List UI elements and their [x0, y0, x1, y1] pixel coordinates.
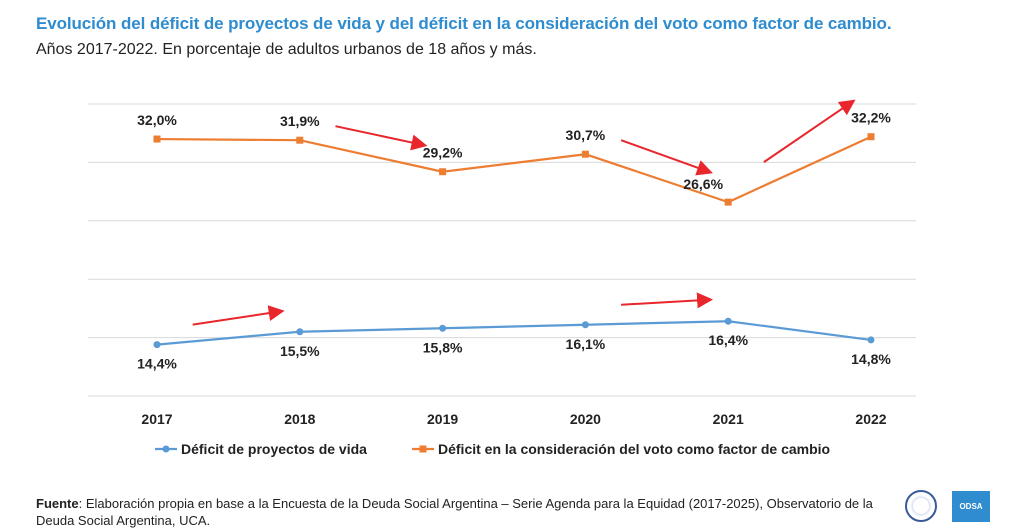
x-tick-2022: 2022 [855, 411, 886, 427]
trend-arrow-1 [335, 125, 428, 151]
chart-subtitle: Años 2017-2022. En porcentaje de adultos… [36, 41, 537, 58]
legend-marker-s1 [162, 445, 170, 453]
data-label-s2-2018: 31,9% [280, 113, 320, 129]
x-tick-2021: 2021 [713, 411, 744, 427]
data-point-s1-2021 [724, 317, 732, 325]
data-label-s1-2022: 14,8% [851, 351, 891, 367]
data-point-s2-2021 [724, 198, 732, 206]
trend-arrow-4 [192, 305, 285, 326]
x-tick-2020: 2020 [570, 411, 601, 427]
source-text: : Elaboración propia en base a la Encues… [36, 496, 873, 528]
source-footnote: Fuente: Elaboración propia en base a la … [36, 495, 896, 529]
data-point-s1-2019 [439, 324, 447, 332]
data-label-s2-2021: 26,6% [683, 176, 723, 192]
legend-label-s2: Déficit en la consideración del voto com… [438, 441, 830, 457]
x-tick-2017: 2017 [141, 411, 172, 427]
data-label-s2-2019: 29,2% [423, 145, 463, 161]
data-point-s1-2022 [867, 336, 875, 344]
data-label-s2-2017: 32,0% [137, 112, 177, 128]
trend-arrow-5 [621, 292, 714, 309]
data-point-s1-2020 [581, 321, 589, 329]
series-line-1 [156, 320, 872, 346]
x-tick-2018: 2018 [284, 411, 315, 427]
chart-canvas: 14,4% 15,5% 15,8% 16,1% 16,4% 14,8% 32,0% 31,9%… [88, 99, 916, 457]
data-point-s1-2017 [153, 341, 161, 349]
data-label-s2-2020: 30,7% [566, 127, 606, 143]
legend-label-s1: Déficit de proyectos de vida [181, 441, 367, 457]
data-point-s2-2019 [439, 168, 447, 176]
chart-title: Evolución del déficit de proyectos de vi… [36, 14, 892, 33]
odsa-logo: ODSA [952, 491, 990, 522]
data-point-s2-2020 [581, 150, 589, 158]
data-label-s2-2022: 32,2% [851, 110, 891, 126]
data-label-s1-2019: 15,8% [423, 339, 463, 355]
data-point-s2-2022 [867, 133, 875, 141]
data-label-s1-2021: 16,4% [708, 332, 748, 348]
data-point-s2-2017 [153, 135, 161, 143]
trend-arrow-3 [763, 99, 856, 163]
series-line-2 [156, 135, 872, 204]
data-label-s1-2017: 14,4% [137, 356, 177, 372]
legend-marker-s2 [419, 445, 427, 453]
data-label-s1-2018: 15,5% [280, 343, 320, 359]
source-label: Fuente [36, 496, 79, 511]
x-tick-2019: 2019 [427, 411, 458, 427]
data-label-s1-2020: 16,1% [566, 336, 606, 352]
data-point-s2-2018 [296, 136, 304, 144]
trend-arrow-2 [620, 139, 713, 176]
data-point-s1-2018 [296, 328, 304, 336]
uca-seal-logo [905, 490, 937, 522]
